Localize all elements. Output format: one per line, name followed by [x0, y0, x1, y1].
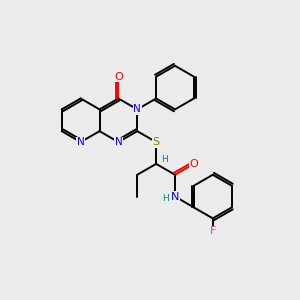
Text: N: N	[115, 137, 122, 147]
Text: O: O	[190, 159, 198, 169]
Text: H: H	[162, 194, 169, 203]
Text: N: N	[134, 104, 141, 114]
Text: N: N	[171, 192, 179, 202]
Text: N: N	[77, 137, 85, 147]
Text: F: F	[210, 226, 216, 236]
Text: O: O	[114, 72, 123, 82]
Text: H: H	[161, 155, 167, 164]
Text: S: S	[153, 137, 160, 147]
